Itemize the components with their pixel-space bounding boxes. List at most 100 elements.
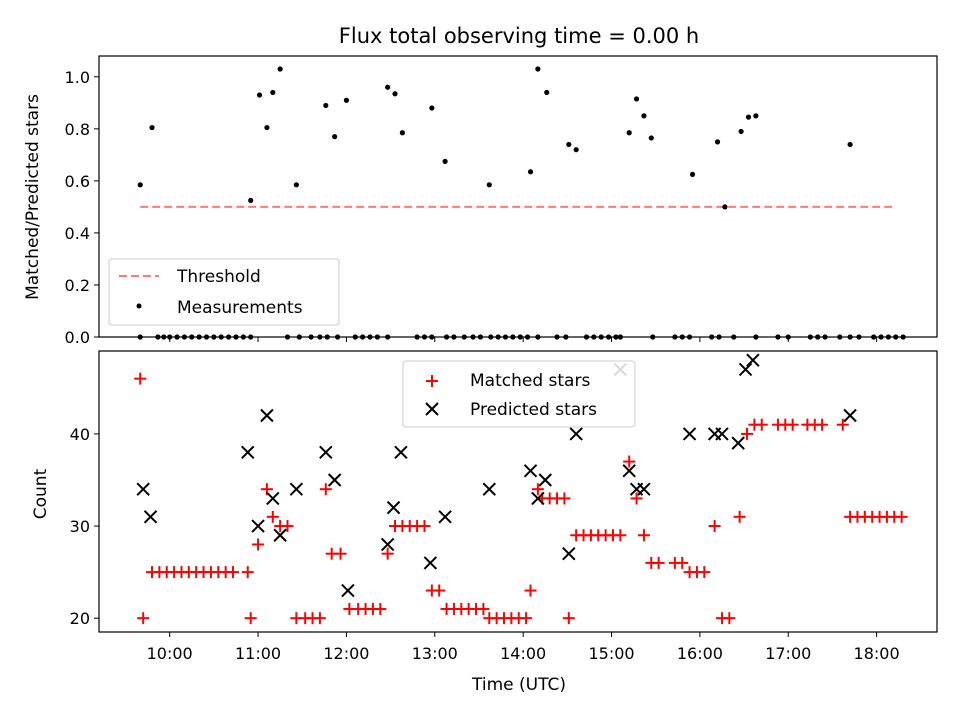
matched-star-point-83 <box>755 418 768 431</box>
bottom-xtick-label-7: 17:00 <box>765 644 811 663</box>
matched-star-point-68 <box>630 492 643 505</box>
measurement-point-23 <box>633 96 640 102</box>
top-ytick-label-5: 1.0 <box>65 68 90 87</box>
measurement-point-13 <box>399 130 405 136</box>
predicted-star-point-10 <box>341 583 355 598</box>
legend-predicted-label: Predicted stars <box>470 400 597 420</box>
measurement-point-19 <box>544 89 550 96</box>
predicted-star-point-14 <box>423 556 438 570</box>
legend-measurements-swatch <box>136 303 142 309</box>
matched-star-point-20 <box>281 520 294 533</box>
matched-star-point-79 <box>723 612 736 625</box>
matched-star-point-18 <box>266 510 279 523</box>
predicted-star-point-26 <box>682 427 697 441</box>
predicted-star-point-16 <box>482 482 496 496</box>
predicted-star-point-23 <box>622 464 636 478</box>
legend-matched-label: Matched stars <box>470 371 590 391</box>
measurement-point-5 <box>270 89 276 96</box>
matched-star-point-58 <box>558 492 571 505</box>
measurement-point-25 <box>648 135 654 141</box>
measurement-point-3 <box>256 92 263 98</box>
measurement-point-22 <box>626 130 632 136</box>
bottom-xtick-label-2: 12:00 <box>323 644 369 663</box>
top-panel-frame <box>98 55 938 338</box>
predicted-star-point-2 <box>241 445 255 460</box>
predicted-star-point-12 <box>386 500 401 515</box>
predicted-star-point-8 <box>319 445 333 460</box>
measurement-point-6 <box>277 66 283 72</box>
matched-star-point-67 <box>623 455 636 468</box>
bottom-xtick-label-1: 11:00 <box>235 644 281 663</box>
matched-star-point-25 <box>319 483 332 496</box>
measurement-point-2 <box>248 197 254 204</box>
predicted-star-point-32 <box>843 408 857 423</box>
top-ylabel: Matched/Predicted stars <box>23 94 43 300</box>
predicted-star-point-11 <box>380 537 395 552</box>
measurement-point-15 <box>442 158 448 164</box>
bottom-xlabel: Time (UTC) <box>471 675 566 695</box>
predicted-star-point-19 <box>538 473 552 487</box>
predicted-star-point-5 <box>266 491 280 506</box>
measurement-point-10 <box>343 97 350 103</box>
top-panel: 0.0 0.2 0.4 0.6 0.8 1.0 Matched/Predicted sta… <box>23 55 938 347</box>
matched-star-point-13 <box>227 566 240 579</box>
matched-star-point-46 <box>477 602 490 615</box>
measurement-point-27 <box>714 139 721 145</box>
matched-star-point-90 <box>836 418 849 431</box>
predicted-star-point-13 <box>394 445 408 460</box>
matched-star-point-76 <box>698 566 711 579</box>
matched-star-point-16 <box>252 538 265 551</box>
matched-star-point-54 <box>531 483 544 496</box>
measurement-point-26 <box>689 171 696 177</box>
top-legend-box <box>108 258 340 326</box>
measurement-point-30 <box>745 114 752 120</box>
measurement-point-18 <box>535 66 541 72</box>
bottom-xtick-label-5: 15:00 <box>588 644 634 663</box>
matched-star-point-33 <box>381 547 394 560</box>
matched-star-point-40 <box>433 584 446 597</box>
matched-star-point-71 <box>652 556 665 569</box>
chart-title: Flux total observing time = 0.00 h <box>339 24 699 48</box>
measurement-point-9 <box>332 134 338 140</box>
measurement-point-4 <box>264 124 270 131</box>
measurement-point-20 <box>566 141 572 148</box>
matched-star-point-80 <box>733 510 746 523</box>
top-ytick-label-2: 0.4 <box>65 224 90 243</box>
predicted-star-point-31 <box>746 353 760 367</box>
predicted-star-point-1 <box>143 510 158 524</box>
top-ytick-label-1: 0.2 <box>65 276 90 295</box>
top-y-ticks: 0.0 0.2 0.4 0.6 0.8 1.0 <box>65 68 99 347</box>
measurement-point-31 <box>753 113 759 119</box>
measurement-point-28 <box>722 204 728 210</box>
matched-star-point-15 <box>244 612 257 625</box>
bottom-xtick-label-4: 14:00 <box>500 644 546 663</box>
measurement-point-11 <box>385 84 391 90</box>
predicted-star-point-4 <box>260 408 274 423</box>
matched-star-point-73 <box>676 556 689 569</box>
predicted-star-point-15 <box>438 510 452 524</box>
bottom-y-ticks: 20 30 40 <box>70 425 99 628</box>
measurement-point-7 <box>293 182 299 188</box>
matched-star-point-32 <box>374 602 387 615</box>
matched-star-point-89 <box>816 418 829 431</box>
measurement-point-32 <box>847 141 853 148</box>
predicted-star-point-25 <box>637 482 651 496</box>
measurement-point-16 <box>486 182 492 188</box>
bottom-xtick-label-8: 18:00 <box>854 644 900 663</box>
bottom-panel-frame <box>98 350 938 633</box>
measurement-point-8 <box>323 102 329 109</box>
top-ytick-label-3: 0.6 <box>65 172 90 191</box>
legend-threshold-label: Threshold <box>176 267 261 287</box>
matched-star-point-66 <box>614 529 627 542</box>
top-ytick-label-4: 0.8 <box>65 120 90 139</box>
matched-star-point-14 <box>241 566 254 579</box>
measurement-point-1 <box>149 124 155 131</box>
matched-star-point-77 <box>708 520 721 533</box>
bottom-x-ticks: 10:00 11:00 12:00 13:00 14:00 15:00 16:00 17:00… <box>147 632 900 663</box>
bottom-legend-box <box>402 360 636 428</box>
matched-star-point-59 <box>562 612 575 625</box>
matched-star-point-24 <box>313 612 326 625</box>
measurement-point-29 <box>738 128 744 135</box>
